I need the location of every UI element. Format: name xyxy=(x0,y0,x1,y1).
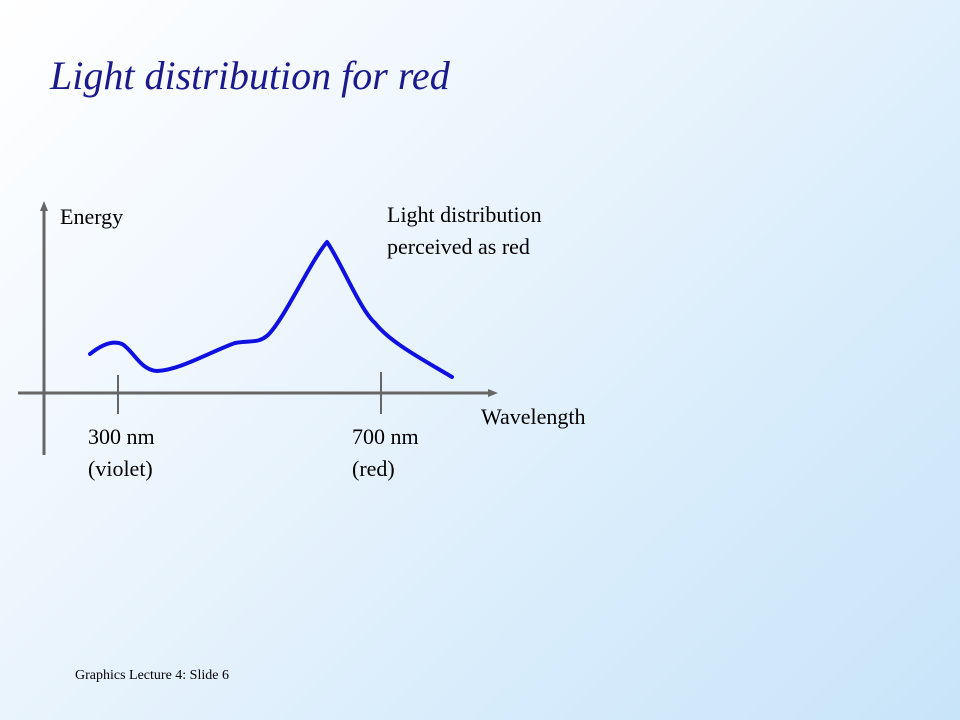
tick-label-700nm: 700 nm (red) xyxy=(352,421,419,485)
tick-label-300nm: 300 nm (violet) xyxy=(88,421,155,485)
slide-title: Light distribution for red xyxy=(50,53,450,98)
energy-axis-label: Energy xyxy=(60,204,124,229)
tick-value: 700 nm xyxy=(352,424,419,449)
wavelength-axis-label: Wavelength xyxy=(481,404,586,429)
curve-caption-line: Light distribution xyxy=(387,202,542,227)
red-light-distribution-curve xyxy=(88,240,454,379)
tick-note: (red) xyxy=(352,456,395,481)
tick-value: 300 nm xyxy=(88,424,155,449)
tick-note: (violet) xyxy=(88,456,153,481)
curve-caption: Light distribution perceived as red xyxy=(387,199,542,263)
slide-footer: Graphics Lecture 4: Slide 6 xyxy=(75,668,229,683)
curve-caption-line: perceived as red xyxy=(387,234,530,259)
